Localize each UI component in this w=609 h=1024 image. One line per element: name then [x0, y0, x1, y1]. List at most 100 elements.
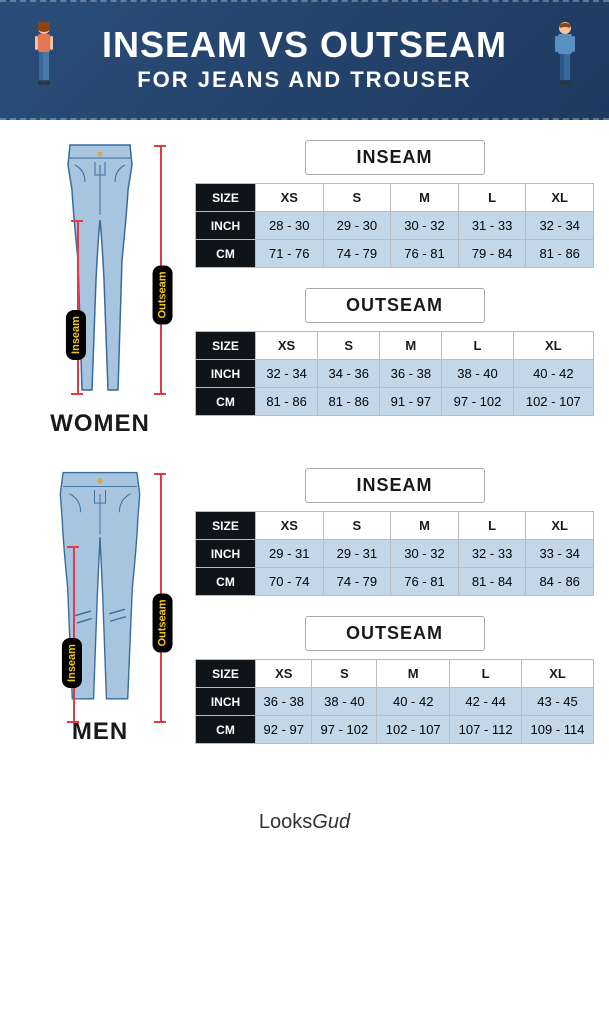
table-header: SIZE — [196, 512, 256, 540]
table-row: INCH32 - 3434 - 3636 - 3838 - 4040 - 42 — [196, 360, 594, 388]
size-table: SIZEXSSMLXLINCH28 - 3029 - 3030 - 3231 -… — [195, 183, 594, 268]
content: Outseam Inseam WOMENINSEAMSIZEXSSMLXLINC… — [0, 120, 609, 796]
jeans-illustration: Outseam Inseam WOMEN — [15, 140, 185, 438]
size-table: SIZEXSSMLXLINCH29 - 3129 - 3130 - 3232 -… — [195, 511, 594, 596]
size-section: Outseam Inseam MENINSEAMSIZEXSSMLXLINCH2… — [15, 468, 594, 746]
table-header: M — [391, 184, 459, 212]
table-cell: 81 - 86 — [256, 388, 318, 416]
table-row: INCH36 - 3838 - 4040 - 4242 - 4443 - 45 — [196, 688, 594, 716]
table-cell: 97 - 102 — [442, 388, 513, 416]
table-header: L — [450, 660, 522, 688]
table-row: INCH29 - 3129 - 3130 - 3232 - 3333 - 34 — [196, 540, 594, 568]
table-cell: 36 - 38 — [256, 688, 312, 716]
size-section: Outseam Inseam WOMENINSEAMSIZEXSSMLXLINC… — [15, 140, 594, 438]
subtitle: FOR JEANS AND TROUSER — [15, 67, 594, 93]
row-label: INCH — [196, 540, 256, 568]
table-cell: 74 - 79 — [323, 240, 391, 268]
table-header: XL — [522, 660, 594, 688]
table-header: XL — [526, 512, 594, 540]
table-header: XS — [256, 184, 324, 212]
table-row: CM81 - 8681 - 8691 - 9797 - 102102 - 107 — [196, 388, 594, 416]
table-cell: 102 - 107 — [377, 716, 450, 744]
table-row: CM70 - 7474 - 7976 - 8181 - 8484 - 86 — [196, 568, 594, 596]
table-header: M — [380, 332, 442, 360]
jeans-women-icon — [40, 140, 160, 400]
table-cell: 38 - 40 — [312, 688, 377, 716]
table-cell: 29 - 30 — [323, 212, 391, 240]
size-table-block: OUTSEAMSIZEXSSMLXLINCH32 - 3434 - 3636 -… — [195, 288, 594, 416]
table-title: OUTSEAM — [305, 288, 485, 323]
table-cell: 81 - 86 — [318, 388, 380, 416]
row-label: INCH — [196, 688, 256, 716]
table-cell: 102 - 107 — [513, 388, 593, 416]
size-table: SIZEXSSMLXLINCH36 - 3838 - 4040 - 4242 -… — [195, 659, 594, 744]
table-cell: 34 - 36 — [318, 360, 380, 388]
row-label: INCH — [196, 360, 256, 388]
table-cell: 97 - 102 — [312, 716, 377, 744]
table-cell: 36 - 38 — [380, 360, 442, 388]
table-cell: 76 - 81 — [391, 240, 459, 268]
table-row: CM92 - 9797 - 102102 - 107107 - 112109 -… — [196, 716, 594, 744]
row-label: CM — [196, 716, 256, 744]
footer: LooksGud — [0, 796, 609, 849]
jeans-illustration: Outseam Inseam MEN — [15, 468, 185, 746]
table-cell: 32 - 34 — [526, 212, 594, 240]
table-title: INSEAM — [305, 140, 485, 175]
table-title: INSEAM — [305, 468, 485, 503]
table-title: OUTSEAM — [305, 616, 485, 651]
table-cell: 91 - 97 — [380, 388, 442, 416]
table-header: XS — [256, 512, 324, 540]
row-label: CM — [196, 388, 256, 416]
table-header: S — [318, 332, 380, 360]
table-cell: 76 - 81 — [391, 568, 459, 596]
table-cell: 30 - 32 — [391, 212, 459, 240]
main-title: INSEAM VS OUTSEAM — [15, 27, 594, 63]
table-header: M — [391, 512, 459, 540]
table-row: CM71 - 7674 - 7976 - 8179 - 8481 - 86 — [196, 240, 594, 268]
table-cell: 30 - 32 — [391, 540, 459, 568]
table-cell: 40 - 42 — [513, 360, 593, 388]
table-cell: 92 - 97 — [256, 716, 312, 744]
size-table-block: OUTSEAMSIZEXSSMLXLINCH36 - 3838 - 4040 -… — [195, 616, 594, 744]
table-cell: 81 - 86 — [526, 240, 594, 268]
table-header: L — [458, 184, 526, 212]
brand-prefix: Looks — [259, 811, 312, 833]
table-cell: 29 - 31 — [256, 540, 324, 568]
table-cell: 28 - 30 — [256, 212, 324, 240]
table-header: XL — [513, 332, 593, 360]
tables-wrapper: INSEAMSIZEXSSMLXLINCH28 - 3029 - 3030 - … — [195, 140, 594, 438]
table-row: INCH28 - 3029 - 3030 - 3231 - 3332 - 34 — [196, 212, 594, 240]
inseam-label: Inseam — [66, 310, 86, 360]
table-cell: 79 - 84 — [458, 240, 526, 268]
table-cell: 32 - 33 — [458, 540, 526, 568]
table-cell: 107 - 112 — [450, 716, 522, 744]
table-cell: 40 - 42 — [377, 688, 450, 716]
table-header: S — [323, 512, 391, 540]
row-label: CM — [196, 568, 256, 596]
table-cell: 43 - 45 — [522, 688, 594, 716]
table-header: M — [377, 660, 450, 688]
table-header: SIZE — [196, 332, 256, 360]
table-header: XL — [526, 184, 594, 212]
row-label: INCH — [196, 212, 256, 240]
table-header: S — [312, 660, 377, 688]
outseam-label: Outseam — [153, 265, 173, 324]
table-cell: 81 - 84 — [458, 568, 526, 596]
table-cell: 71 - 76 — [256, 240, 324, 268]
person-man-icon — [551, 20, 579, 95]
table-cell: 70 - 74 — [256, 568, 324, 596]
table-header: SIZE — [196, 660, 256, 688]
outseam-label: Outseam — [153, 593, 173, 652]
table-cell: 74 - 79 — [323, 568, 391, 596]
size-table-block: INSEAMSIZEXSSMLXLINCH29 - 3129 - 3130 - … — [195, 468, 594, 596]
tables-wrapper: INSEAMSIZEXSSMLXLINCH29 - 3129 - 3130 - … — [195, 468, 594, 746]
gender-label: WOMEN — [15, 410, 185, 438]
brand-suffix: Gud — [312, 811, 350, 833]
table-header: S — [323, 184, 391, 212]
table-header: L — [458, 512, 526, 540]
table-cell: 32 - 34 — [256, 360, 318, 388]
table-header: XS — [256, 332, 318, 360]
header: INSEAM VS OUTSEAM FOR JEANS AND TROUSER — [0, 0, 609, 120]
jeans-men-icon — [40, 468, 160, 708]
table-cell: 29 - 31 — [323, 540, 391, 568]
